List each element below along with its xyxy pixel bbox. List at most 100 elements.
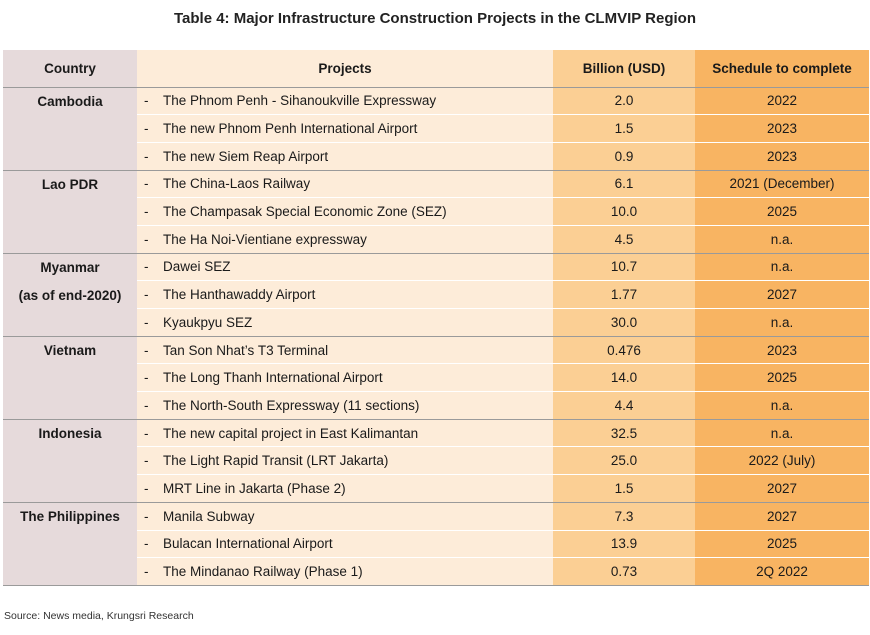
table-row: - The new Siem Reap Airport 0.9 2023 — [3, 142, 869, 171]
project-name: The new capital project in East Kalimant… — [163, 425, 419, 441]
infrastructure-table: Country Projects Billion (USD) Schedule … — [3, 50, 869, 586]
billion-cell: 25.0 — [553, 446, 695, 476]
project-cell: - The China-Laos Railway — [137, 170, 553, 199]
project-name: The Light Rapid Transit (LRT Jakarta) — [163, 453, 389, 469]
table-row: Indonesia - The new capital project in Eas… — [3, 419, 869, 503]
schedule-cell: 2023 — [695, 114, 869, 143]
table-body: Cambodia - The Phnom Penh - Sihanoukville … — [3, 87, 869, 586]
country-name: Vietnam — [43, 342, 97, 358]
bullet-dash: - — [144, 204, 149, 220]
country-name: Lao PDR — [41, 176, 99, 192]
schedule-cell: 2025 — [695, 363, 869, 393]
project-cell: - The new Phnom Penh International Airpor… — [137, 114, 553, 143]
project-cell: - The Long Thanh International Airport — [137, 363, 553, 393]
bullet-dash: - — [144, 287, 149, 303]
schedule-cell: 2023 — [695, 336, 869, 365]
country-name: Indonesia — [38, 425, 102, 441]
schedule-cell: n.a. — [695, 308, 869, 337]
header-billion: Billion (USD) — [553, 50, 695, 88]
bullet-dash: - — [144, 342, 149, 358]
country-name: Cambodia — [37, 93, 103, 109]
project-name: The new Phnom Penh International Airport — [163, 121, 418, 137]
billion-cell: 13.9 — [553, 530, 695, 559]
bullet-dash: - — [144, 425, 149, 441]
table-title: Table 4: Major Infrastructure Constructi… — [173, 10, 696, 27]
billion-cell: 10.0 — [553, 197, 695, 226]
header-country: Country — [3, 50, 137, 88]
table-row: - The Hanthawaddy Airport 1.77 2027 — [3, 280, 869, 309]
schedule-cell: 2Q 2022 — [695, 557, 869, 586]
project-cell: - MRT Line in Jakarta (Phase 2) — [137, 474, 553, 503]
project-name: The China-Laos Railway — [163, 176, 311, 192]
table-row: - The Champasak Special Economic Zone (SE… — [3, 197, 869, 226]
project-cell: - The Champasak Special Economic Zone (SE… — [137, 197, 553, 226]
table-row: Cambodia - The Phnom Penh - Sihanoukville … — [3, 87, 869, 171]
bullet-dash: - — [144, 453, 149, 469]
bullet-dash: - — [144, 370, 149, 386]
billion-cell: 0.476 — [553, 336, 695, 365]
project-cell: - The Mindanao Railway (Phase 1) — [137, 557, 553, 586]
project-cell: - The Hanthawaddy Airport — [137, 280, 553, 309]
bullet-dash: - — [144, 231, 149, 247]
project-cell: - The new capital project in East Kaliman… — [137, 419, 553, 448]
bullet-dash: - — [144, 176, 149, 192]
project-cell: - Dawei SEZ — [137, 253, 553, 282]
billion-cell: 7.3 — [553, 502, 695, 531]
bullet-dash: - — [144, 121, 149, 137]
project-cell: - The Ha Noi-Vientiane expressway — [137, 225, 553, 254]
table-row: Myanmar (as of end-2020) - Dawei SEZ 10.7 n.a… — [3, 253, 869, 337]
bullet-dash: - — [144, 148, 149, 164]
schedule-cell: 2021 (December) — [695, 170, 869, 199]
table-row: Lao PDR - The China-Laos Railway 6.1 2021 (D… — [3, 170, 869, 254]
schedule-cell: 2027 — [695, 502, 869, 531]
billion-cell: 2.0 — [553, 87, 695, 116]
project-name: The Ha Noi-Vientiane expressway — [163, 231, 367, 247]
project-name: The Champasak Special Economic Zone (SEZ… — [163, 204, 447, 220]
table-row: - The Light Rapid Transit (LRT Jakarta) 25… — [3, 446, 869, 476]
project-name: The North-South Expressway (11 sections) — [163, 397, 420, 413]
project-cell: - Bulacan International Airport — [137, 530, 553, 559]
project-name: Tan Son Nhat’s T3 Terminal — [163, 342, 329, 358]
header-schedule: Schedule to complete — [695, 50, 869, 88]
billion-cell: 1.5 — [553, 474, 695, 503]
bullet-dash: - — [144, 397, 149, 413]
project-name: MRT Line in Jakarta (Phase 2) — [163, 480, 346, 496]
billion-cell: 14.0 — [553, 363, 695, 393]
project-name: The new Siem Reap Airport — [163, 148, 329, 164]
source-note: Source: News media, Krungsri Research — [4, 610, 194, 622]
billion-cell: 4.4 — [553, 391, 695, 420]
schedule-cell: n.a. — [695, 391, 869, 420]
billion-cell: 30.0 — [553, 308, 695, 337]
bullet-dash: - — [144, 536, 149, 552]
billion-cell: 1.77 — [553, 280, 695, 309]
country-note: (as of end-2020) — [18, 287, 122, 303]
schedule-cell: 2023 — [695, 142, 869, 171]
table-row: - Kyaukpyu SEZ 30.0 n.a. — [3, 308, 869, 337]
project-name: The Phnom Penh - Sihanoukville Expresswa… — [163, 93, 437, 109]
billion-cell: 1.5 — [553, 114, 695, 143]
table-row: The Philippines - Manila Subway 7.3 2027 — [3, 502, 869, 586]
billion-cell: 32.5 — [553, 419, 695, 448]
country-cell: The Philippines — [3, 502, 137, 586]
project-name: The Long Thanh International Airport — [163, 370, 383, 386]
country-name: Myanmar — [40, 259, 100, 275]
project-name: Manila Subway — [163, 508, 255, 524]
bullet-dash: - — [144, 314, 149, 330]
project-name: The Hanthawaddy Airport — [163, 287, 316, 303]
schedule-cell: n.a. — [695, 419, 869, 448]
schedule-cell: 2022 (July) — [695, 446, 869, 476]
project-cell: - The Light Rapid Transit (LRT Jakarta) — [137, 446, 553, 476]
schedule-cell: 2027 — [695, 474, 869, 503]
project-cell: - The North-South Expressway (11 sections… — [137, 391, 553, 420]
project-name: Dawei SEZ — [163, 259, 231, 275]
table-row: Vietnam - Tan Son Nhat’s T3 Terminal 0.476 2… — [3, 336, 869, 420]
schedule-cell: 2025 — [695, 530, 869, 559]
schedule-cell: 2022 — [695, 87, 869, 116]
billion-cell: 6.1 — [553, 170, 695, 199]
schedule-cell: n.a. — [695, 225, 869, 254]
bullet-dash: - — [144, 480, 149, 496]
schedule-cell: 2027 — [695, 280, 869, 309]
country-cell: Lao PDR — [3, 170, 137, 254]
project-cell: - The new Siem Reap Airport — [137, 142, 553, 171]
project-cell: - The Phnom Penh - Sihanoukville Expressw… — [137, 87, 553, 116]
